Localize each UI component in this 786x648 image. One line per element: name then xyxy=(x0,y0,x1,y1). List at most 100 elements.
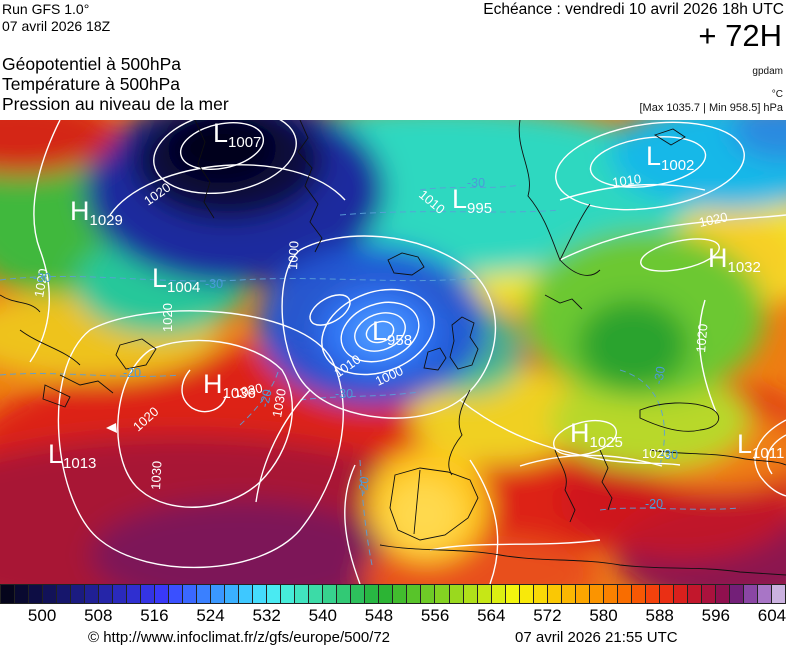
colorbar-segment xyxy=(71,585,86,603)
colorbar-segment xyxy=(463,585,478,603)
colorbar-segment xyxy=(85,585,100,603)
geopotential-colorbar xyxy=(0,584,786,604)
colorbar-segment xyxy=(687,585,702,603)
pressure-center-label: L1013 xyxy=(48,439,96,472)
unit-gpdam-label: gpdam xyxy=(752,66,783,77)
colorbar-tick: 596 xyxy=(701,606,730,625)
pressure-center-label: L1007 xyxy=(213,120,261,151)
colorbar-segment xyxy=(239,585,254,603)
temperature-value-label: -20 xyxy=(356,476,372,495)
forecast-offset-label: + 72H xyxy=(698,18,782,53)
pressure-center-label: H1029 xyxy=(70,196,123,229)
colorbar-segment xyxy=(113,585,128,603)
colorbar-segment xyxy=(393,585,408,603)
param-geopotential-label: Géopotentiel à 500hPa xyxy=(2,54,182,74)
isobar-value-label: 1030 xyxy=(269,387,289,418)
colorbar-segment xyxy=(323,585,338,603)
colorbar-segment xyxy=(659,585,674,603)
colorbar-segment xyxy=(603,585,618,603)
temperature-value-label: -30 xyxy=(660,448,678,462)
param-temperature-label: Température à 500hPa xyxy=(2,74,181,94)
run-datetime-label: 07 avril 2026 18Z xyxy=(2,18,111,34)
footer-bar: © http://www.infoclimat.fr/z/gfs/europe/… xyxy=(0,627,786,648)
colorbar-segment xyxy=(547,585,562,603)
pressure-center-label: H1032 xyxy=(708,243,761,276)
pressure-center-label: L1004 xyxy=(152,263,200,296)
pressure-center-label: H1025 xyxy=(570,418,623,451)
colorbar-segment xyxy=(169,585,184,603)
colorbar-segment xyxy=(421,585,436,603)
colorbar-tick: 556 xyxy=(420,606,450,625)
unit-celsius-label: °C xyxy=(771,89,783,100)
temperature-contours xyxy=(0,184,741,566)
colorbar-segment xyxy=(771,585,785,603)
map-labels-layer: L1007 H1029 L995 L1004 L958 H1036 L1013 H1032 L1… xyxy=(31,120,784,511)
colorbar-tick: 508 xyxy=(84,606,113,625)
isobar-value-label: 1010 xyxy=(611,171,642,190)
colorbar-tick: 524 xyxy=(196,606,225,625)
isobar-value-label: 1020 xyxy=(160,303,175,332)
colorbar-segment xyxy=(281,585,296,603)
colorbar-segment xyxy=(407,585,422,603)
colorbar-tick: 564 xyxy=(477,606,506,625)
isobar-lines xyxy=(29,120,786,584)
colorbar-segment xyxy=(1,585,16,603)
colorbar-segment xyxy=(57,585,72,603)
colorbar-segment xyxy=(561,585,576,603)
colorbar-segment xyxy=(743,585,758,603)
colorbar-tick: 532 xyxy=(252,606,281,625)
colorbar-segment xyxy=(267,585,282,603)
colorbar-segment xyxy=(211,585,226,603)
colorbar-segment xyxy=(337,585,352,603)
map-svg: L1007 H1029 L995 L1004 L958 H1036 L1013 H1032 L1… xyxy=(0,120,786,584)
colorbar-segment xyxy=(435,585,450,603)
colorbar-segment xyxy=(351,585,366,603)
pressure-center-label: L995 xyxy=(452,184,492,217)
colorbar-tick-labels: 500 508 516 524 532 540 548 556 564 572 580 588 596 6… xyxy=(0,604,786,626)
pressure-center-label: L1011 xyxy=(737,429,784,462)
param-pressure-label: Pression au niveau de la mer xyxy=(2,94,229,114)
isobar-value-label: 1020 xyxy=(31,267,51,298)
colorbar-segment xyxy=(575,585,590,603)
temperature-value-label: -30 xyxy=(335,387,353,401)
pressure-center-label: L958 xyxy=(372,316,412,349)
colorbar-segment xyxy=(617,585,632,603)
isobar-value-label: 1030 xyxy=(233,380,264,401)
colorbar-tick: 548 xyxy=(364,606,394,625)
colorbar-segment xyxy=(127,585,142,603)
temperature-value-label: -20 xyxy=(123,366,141,380)
colorbar-segment xyxy=(225,585,240,603)
colorbar-segment xyxy=(673,585,688,603)
echeance-label: Echéance : vendredi 10 avril 2026 18h UT… xyxy=(483,1,784,18)
colorbar-segment xyxy=(715,585,730,603)
colorbar-segment xyxy=(155,585,170,603)
pressure-center-label: H1036 xyxy=(203,369,256,402)
colorbar-segment xyxy=(631,585,646,603)
temperature-value-label: -30 xyxy=(651,365,668,385)
colorbar-tick: 500 xyxy=(27,606,57,625)
colorbar-tick: 604 xyxy=(757,606,786,625)
colorbar-tick: 540 xyxy=(308,606,337,625)
colorbar-segment xyxy=(253,585,268,603)
temperature-value-label: -30 xyxy=(205,277,223,291)
colorbar-segment xyxy=(379,585,394,603)
colorbar-segment xyxy=(589,585,604,603)
isobar-value-label: 1020 xyxy=(693,323,710,353)
colorbar-segment xyxy=(533,585,548,603)
colorbar-segment xyxy=(477,585,492,603)
colorbar-tick: 572 xyxy=(533,606,562,625)
temperature-value-label: -30 xyxy=(33,271,51,285)
run-model-label: Run GFS 1.0° xyxy=(2,1,90,17)
map-color-field: L1007 H1029 L995 L1004 L958 H1036 L1013 H1032 L1… xyxy=(0,120,786,584)
colorbar-segment xyxy=(141,585,156,603)
coastlines xyxy=(0,120,786,576)
pressure-minmax-label: [Max 1035.7 | Min 958.5] hPa xyxy=(639,102,784,114)
pressure-center-label: L1002 xyxy=(646,141,694,174)
temperature-value-label: -20 xyxy=(257,388,274,409)
colorbar-segment xyxy=(43,585,58,603)
colorbar-segment xyxy=(729,585,744,603)
generation-datetime: 07 avril 2026 21:55 UTC xyxy=(515,629,678,646)
colorbar-segment xyxy=(197,585,212,603)
colorbar-segment xyxy=(701,585,716,603)
colorbar-segment xyxy=(505,585,520,603)
